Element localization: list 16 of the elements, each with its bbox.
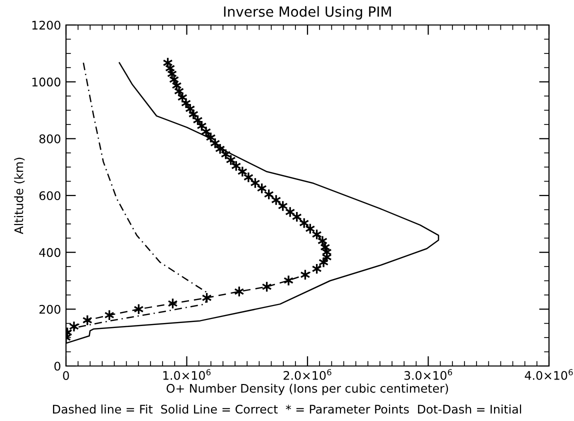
y-tick-label: 200 bbox=[39, 304, 60, 314]
chart-title: Inverse Model Using PIM bbox=[224, 6, 391, 20]
y-tick-label: 600 bbox=[39, 191, 60, 200]
x-tick-label: 3.0×10$^{6}$ bbox=[404, 369, 452, 380]
y-tick-label: 800 bbox=[39, 134, 60, 144]
x-tick-label: 4.0×10$^{6}$ bbox=[524, 369, 573, 380]
y-tick-label: 400 bbox=[39, 248, 60, 257]
text: Dashed line = Fit Solid Line = Correct * = Parameter Points Dot-Dash = Initial bbox=[53, 404, 522, 414]
x-tick-label: 0 bbox=[63, 371, 69, 380]
x-tick-label: 2.0×10$^{6}$ bbox=[284, 369, 332, 380]
x-tick-label: 1.0×10$^{6}$ bbox=[163, 369, 211, 380]
y-tick-label: 1200 bbox=[32, 20, 60, 30]
y-axis-title: Altitude (km) bbox=[14, 158, 25, 234]
x-axis-title: O+ Number Density (Ions per cubic centimeter) bbox=[166, 384, 448, 396]
y-tick-label: 0 bbox=[54, 362, 60, 371]
y-tick-label: 1000 bbox=[32, 78, 60, 86]
